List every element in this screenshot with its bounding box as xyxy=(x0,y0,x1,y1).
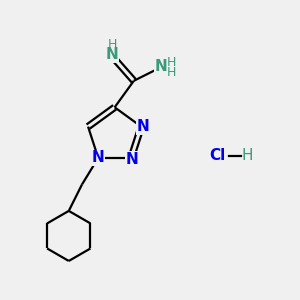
Text: Cl: Cl xyxy=(210,148,226,164)
Text: N: N xyxy=(91,150,104,165)
Text: H: H xyxy=(167,66,176,80)
Text: N: N xyxy=(125,152,138,167)
Text: H: H xyxy=(108,38,117,51)
Text: H: H xyxy=(242,148,253,164)
Text: N: N xyxy=(105,47,118,62)
Text: N: N xyxy=(154,58,167,74)
Text: N: N xyxy=(136,119,149,134)
Text: H: H xyxy=(167,56,176,69)
